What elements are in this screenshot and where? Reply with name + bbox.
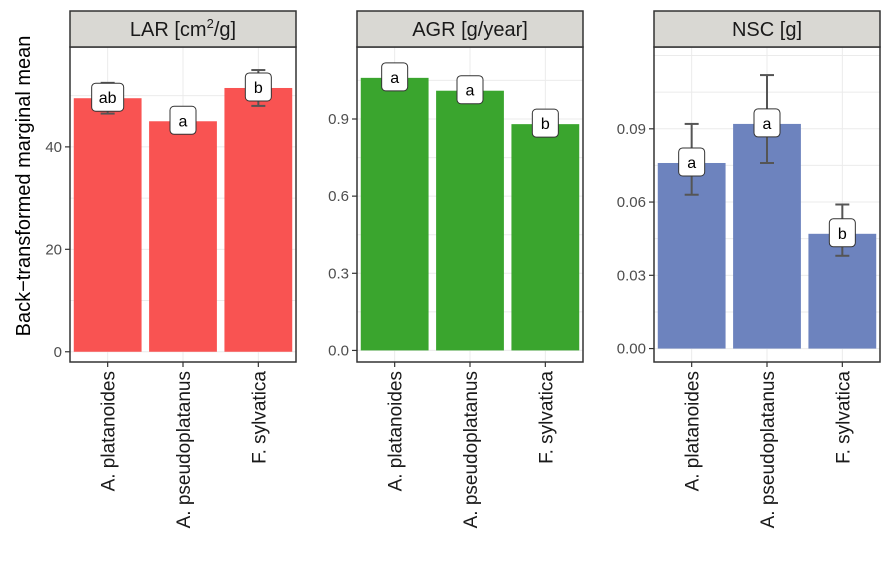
group-label-text: b — [541, 116, 550, 133]
x-tick-label: F. sylvatica — [536, 371, 557, 464]
group-label-box — [456, 75, 484, 105]
bar — [436, 90, 504, 351]
bar — [149, 121, 217, 352]
x-tick-label: F. sylvatica — [249, 371, 270, 464]
y-tick-label: 0.3 — [328, 265, 349, 282]
y-tick-label: 0.6 — [328, 188, 349, 205]
y-tick-label: 0.00 — [617, 341, 646, 358]
group-label: b — [828, 218, 856, 248]
group-label-box — [91, 82, 125, 112]
y-tick-label: 0.09 — [617, 121, 646, 138]
group-label-text: a — [179, 113, 188, 130]
x-tick-label: A. platanoides — [386, 371, 407, 491]
y-tick-label: 0.0 — [328, 342, 349, 359]
y-tick-label: 0.06 — [617, 194, 646, 211]
panel-agr: a a b AGR [g/year] 0.0 0.3 0.6 0.9 A. platanoide… — [328, 10, 584, 528]
group-label: a — [169, 105, 197, 135]
x-tick-label: A. pseudoplatanus — [758, 371, 779, 528]
panel-title: LAR [cm2/g] — [130, 16, 236, 41]
group-label-box — [244, 72, 272, 102]
strip-background — [69, 10, 297, 48]
group-label-text: a — [687, 155, 696, 172]
panel-nsc: a a b NSC [g] 0.00 0.03 0.06 0.09 A. platanoides… — [617, 10, 881, 528]
group-label-text: ab — [99, 90, 117, 107]
bar — [360, 77, 429, 351]
group-label: b — [531, 108, 559, 138]
bar — [73, 98, 142, 352]
y-tick-label: 0 — [54, 344, 62, 361]
group-label: a — [678, 147, 706, 177]
x-tick-label: A. pseudoplatanus — [174, 371, 195, 528]
group-label-box — [381, 62, 409, 92]
x-tick-label: F. sylvatica — [833, 371, 854, 464]
group-label: ab — [91, 82, 125, 112]
group-label-text: a — [763, 116, 772, 133]
group-label-box — [828, 218, 856, 248]
group-label-box — [678, 147, 706, 177]
group-label-text: b — [838, 226, 847, 243]
bar — [224, 87, 293, 352]
x-tick-label: A. platanoides — [683, 371, 704, 491]
group-label: a — [381, 62, 409, 92]
y-tick-label: 20 — [45, 241, 62, 258]
y-tick-label: 0.03 — [617, 267, 646, 284]
bar — [511, 124, 580, 351]
group-label-box — [169, 105, 197, 135]
x-tick-label: A. pseudoplatanus — [461, 371, 482, 528]
strip-background — [653, 10, 881, 48]
group-label-text: b — [254, 80, 263, 97]
group-label: a — [456, 75, 484, 105]
group-label-box — [753, 108, 781, 138]
y-axis-label: Back−transformed marginal mean — [13, 36, 35, 337]
panel-title: AGR [g/year] — [412, 19, 528, 41]
y-tick-label: 0.9 — [328, 111, 349, 128]
group-label-text: a — [390, 70, 399, 87]
group-label: a — [753, 108, 781, 138]
y-tick-label: 40 — [45, 139, 62, 156]
strip-background — [356, 10, 584, 48]
group-label-text: a — [466, 83, 475, 100]
group-label: b — [244, 72, 272, 102]
x-tick-label: A. platanoides — [99, 371, 120, 491]
panel-title: NSC [g] — [732, 19, 802, 41]
group-label-box — [531, 108, 559, 138]
